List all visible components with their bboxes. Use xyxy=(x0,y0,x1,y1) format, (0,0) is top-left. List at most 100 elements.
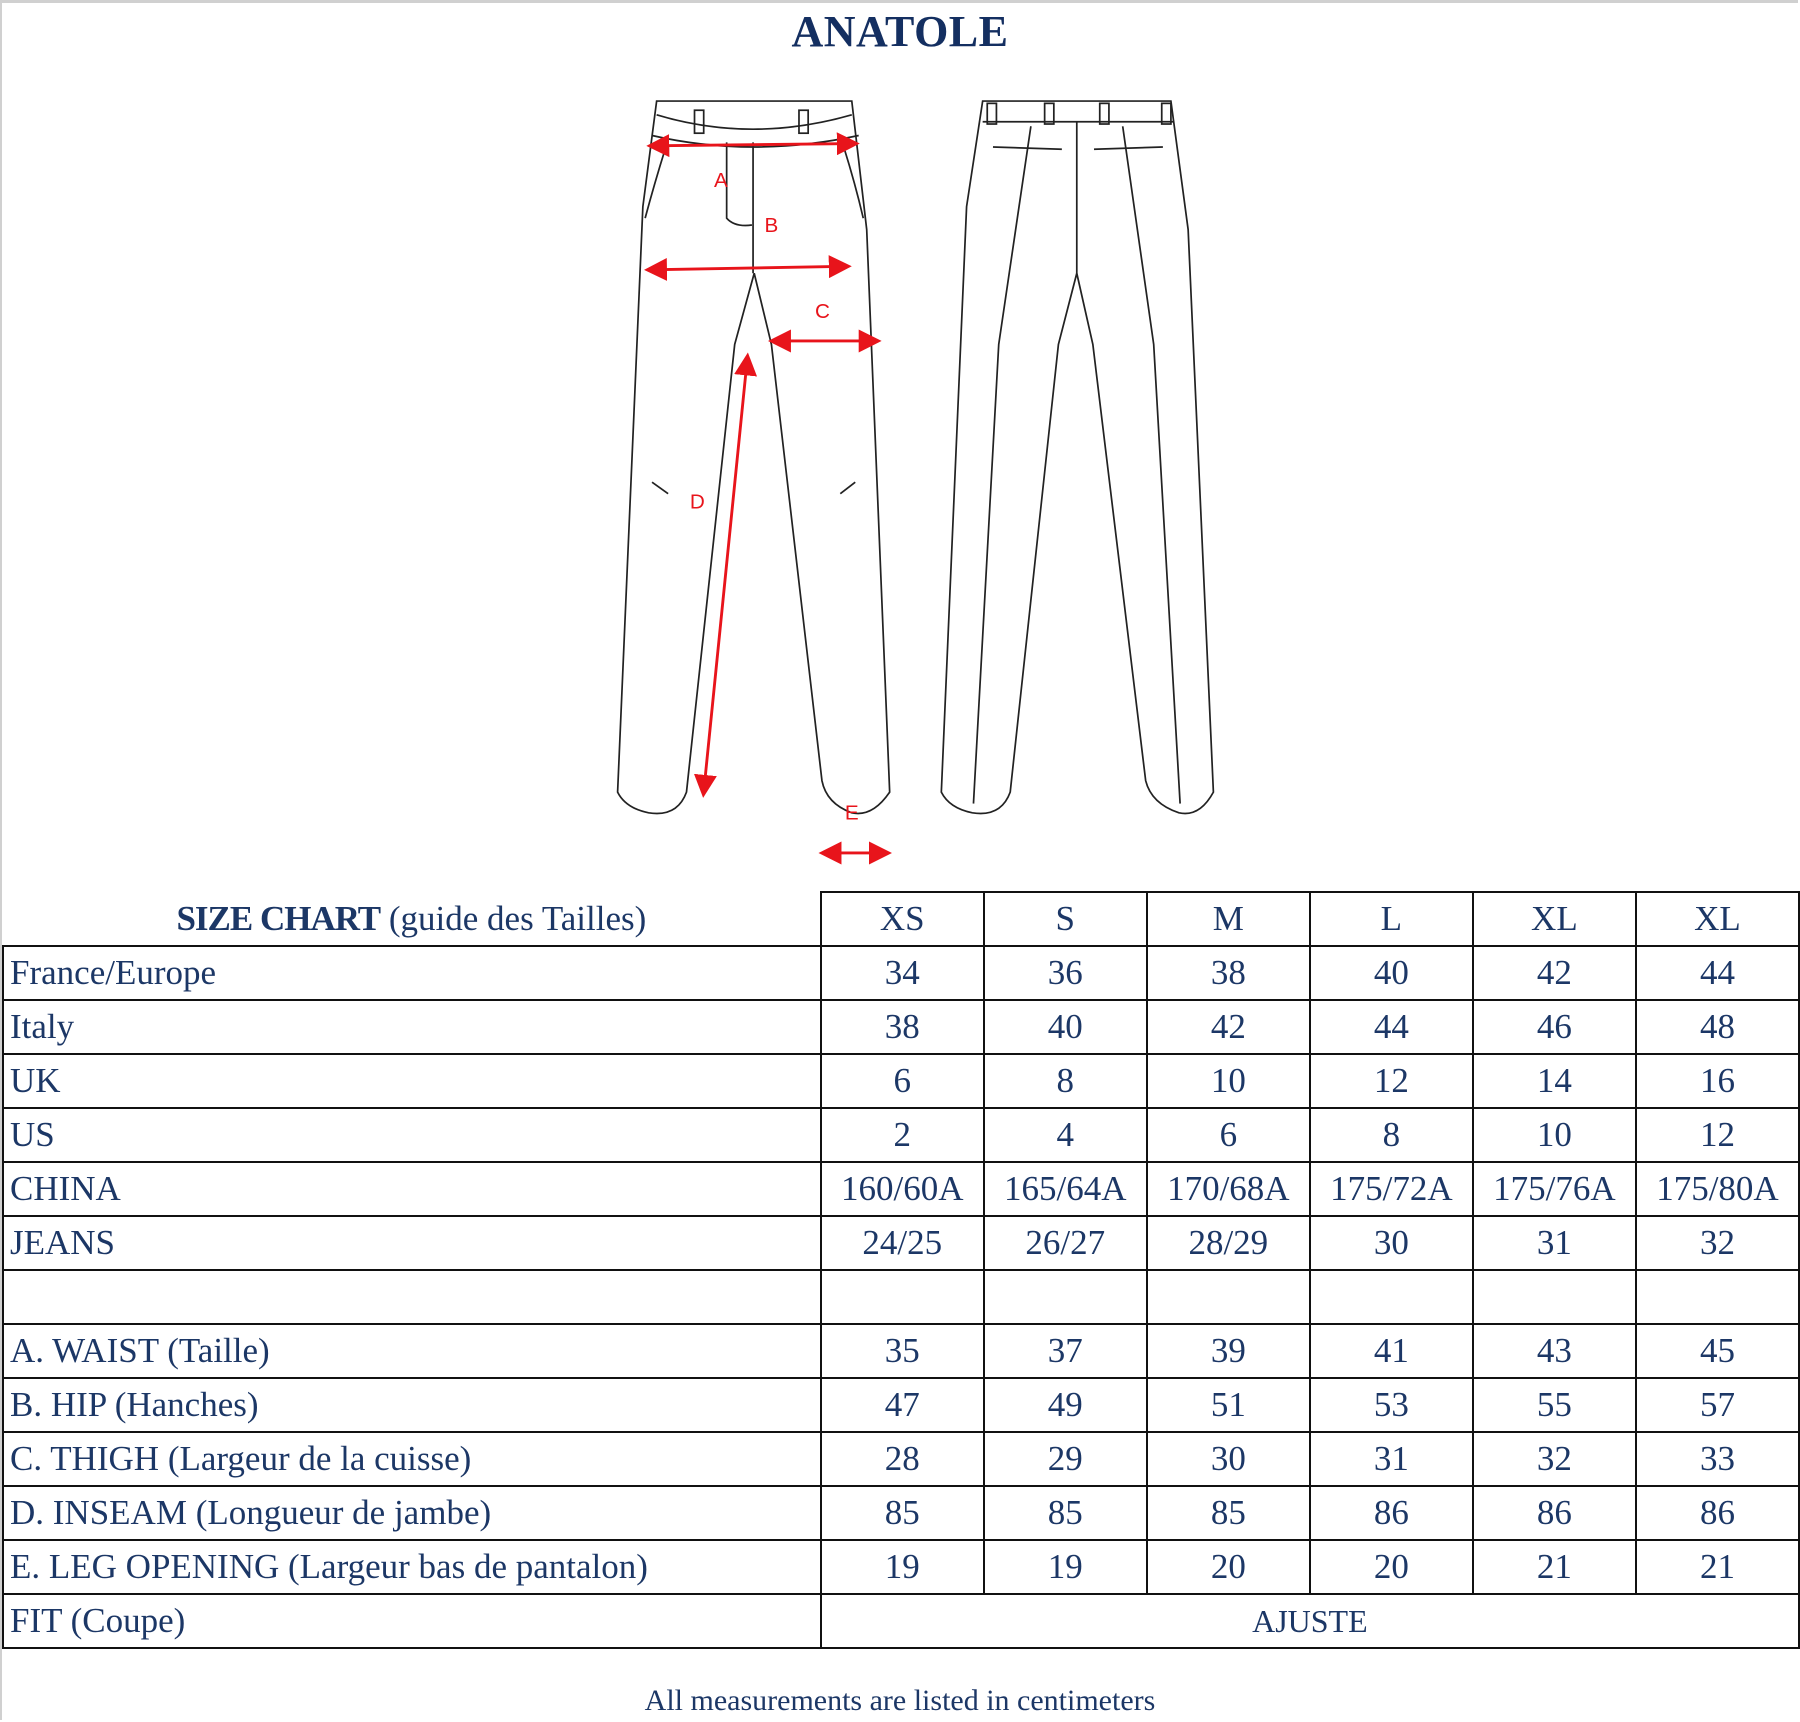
cell-value: 47 xyxy=(819,1377,985,1433)
cell-value: 32 xyxy=(1471,1431,1637,1487)
cell-value: 42 xyxy=(1471,945,1637,1001)
cell-value: 175/72A xyxy=(1308,1161,1474,1217)
cell-value: 28 xyxy=(819,1431,985,1487)
size-header: L xyxy=(1308,891,1474,947)
fit-value: AJUSTE xyxy=(819,1593,1800,1649)
row-label xyxy=(2,1269,822,1325)
label-d: D xyxy=(690,491,705,514)
cell-value: 41 xyxy=(1308,1323,1474,1379)
cell-value: 31 xyxy=(1471,1215,1637,1271)
cell-value: 160/60A xyxy=(819,1161,985,1217)
cell-value: 36 xyxy=(982,945,1148,1001)
cell-value: 175/80A xyxy=(1634,1161,1800,1217)
cell-value: 175/76A xyxy=(1471,1161,1637,1217)
arrow-d-inseam xyxy=(693,352,758,798)
table-row: A. WAIST (Taille) 35 37 39 41 43 45 xyxy=(2,1323,1800,1379)
cell-value xyxy=(982,1269,1148,1325)
row-label: France/Europe xyxy=(2,945,822,1001)
row-label: E. LEG OPENING (Largeur bas de pantalon) xyxy=(2,1539,822,1595)
cell-value: 39 xyxy=(1145,1323,1311,1379)
cell-value: 30 xyxy=(1308,1215,1474,1271)
cell-value: 8 xyxy=(1308,1107,1474,1163)
size-chart-title: SIZE CHART (guide des Tailles) xyxy=(3,892,821,947)
cell-value: 38 xyxy=(819,999,985,1055)
brand-title: ANATOLE xyxy=(791,7,1009,56)
cell-value: 38 xyxy=(1145,945,1311,1001)
cell-value: 6 xyxy=(1145,1107,1311,1163)
cell-value: 19 xyxy=(819,1539,985,1595)
table-row: C. THIGH (Largeur de la cuisse) 28 29 30 31 3… xyxy=(2,1431,1800,1487)
cell-value: 51 xyxy=(1145,1377,1311,1433)
cell-value: 8 xyxy=(982,1053,1148,1109)
cell-value: 26/27 xyxy=(982,1215,1148,1271)
table-row: E. LEG OPENING (Largeur bas de pantalon)… xyxy=(2,1539,1800,1595)
row-label: Italy xyxy=(2,999,822,1055)
cell-value: 57 xyxy=(1634,1377,1800,1433)
table-row: UK 6 8 10 12 14 16 xyxy=(2,1053,1800,1109)
row-label: D. INSEAM (Longueur de jambe) xyxy=(2,1485,822,1541)
size-header: XS xyxy=(819,891,985,947)
cell-value: 40 xyxy=(982,999,1148,1055)
cell-value: 32 xyxy=(1634,1215,1800,1271)
cell-value: 4 xyxy=(982,1107,1148,1163)
cell-value xyxy=(1634,1269,1800,1325)
cell-value: 37 xyxy=(982,1323,1148,1379)
cell-value: 48 xyxy=(1634,999,1800,1055)
table-row: US 2 4 6 8 10 12 xyxy=(2,1107,1800,1163)
cell-value xyxy=(1308,1269,1474,1325)
label-b: B xyxy=(765,214,779,237)
front-trousers xyxy=(616,100,891,815)
cell-value: 170/68A xyxy=(1145,1161,1311,1217)
cell-value: 19 xyxy=(982,1539,1148,1595)
cell-value: 46 xyxy=(1471,999,1637,1055)
cell-value: 165/64A xyxy=(982,1161,1148,1217)
cell-value: 33 xyxy=(1634,1431,1800,1487)
cell-value: 86 xyxy=(1308,1485,1474,1541)
title-rest: (guide des Tailles) xyxy=(388,898,647,938)
cell-value: 24/25 xyxy=(819,1215,985,1271)
cell-value: 20 xyxy=(1308,1539,1474,1595)
row-label: B. HIP (Hanches) xyxy=(2,1377,822,1433)
arrow-b-hip xyxy=(644,255,852,281)
table-row: France/Europe 34 36 38 40 42 44 xyxy=(2,945,1800,1001)
cell-value: 53 xyxy=(1308,1377,1474,1433)
row-label: UK xyxy=(2,1053,822,1109)
cell-value: 85 xyxy=(982,1485,1148,1541)
cell-value: 10 xyxy=(1145,1053,1311,1109)
table-row: JEANS 24/25 26/27 28/29 30 31 32 xyxy=(2,1215,1800,1271)
label-e: E xyxy=(845,802,859,825)
label-a: A xyxy=(714,169,728,192)
size-header: M xyxy=(1145,891,1311,947)
cell-value: 12 xyxy=(1634,1107,1800,1163)
cell-value: 31 xyxy=(1308,1431,1474,1487)
cell-value: 21 xyxy=(1634,1539,1800,1595)
cell-value: 86 xyxy=(1471,1485,1637,1541)
title-bold: SIZE CHART xyxy=(176,898,381,938)
label-c: C xyxy=(815,300,830,323)
fit-row: FIT (Coupe) AJUSTE xyxy=(2,1593,1800,1649)
row-label: A. WAIST (Taille) xyxy=(2,1323,822,1379)
cell-value: 42 xyxy=(1145,999,1311,1055)
table-row: B. HIP (Hanches) 47 49 51 53 55 57 xyxy=(2,1377,1800,1433)
table-row xyxy=(2,1269,1800,1325)
cell-value: 28/29 xyxy=(1145,1215,1311,1271)
cell-value: 30 xyxy=(1145,1431,1311,1487)
cell-value: 16 xyxy=(1634,1053,1800,1109)
trousers-diagram: A B C D E xyxy=(616,100,1215,865)
table-row: CHINA 160/60A 165/64A 170/68A 175/72A 175/76A… xyxy=(2,1161,1800,1217)
cell-value xyxy=(1145,1269,1311,1325)
cell-value: 45 xyxy=(1634,1323,1800,1379)
cell-value: 43 xyxy=(1471,1323,1637,1379)
row-label: C. THIGH (Largeur de la cuisse) xyxy=(2,1431,822,1487)
back-trousers xyxy=(940,100,1215,815)
cell-value: 49 xyxy=(982,1377,1148,1433)
row-label: US xyxy=(2,1107,822,1163)
cell-value xyxy=(819,1269,985,1325)
size-header: XL xyxy=(1634,891,1800,947)
table-row: Italy 38 40 42 44 46 48 xyxy=(2,999,1800,1055)
cell-value: 10 xyxy=(1471,1107,1637,1163)
cell-value: 14 xyxy=(1471,1053,1637,1109)
cell-value: 85 xyxy=(1145,1485,1311,1541)
cell-value: 21 xyxy=(1471,1539,1637,1595)
